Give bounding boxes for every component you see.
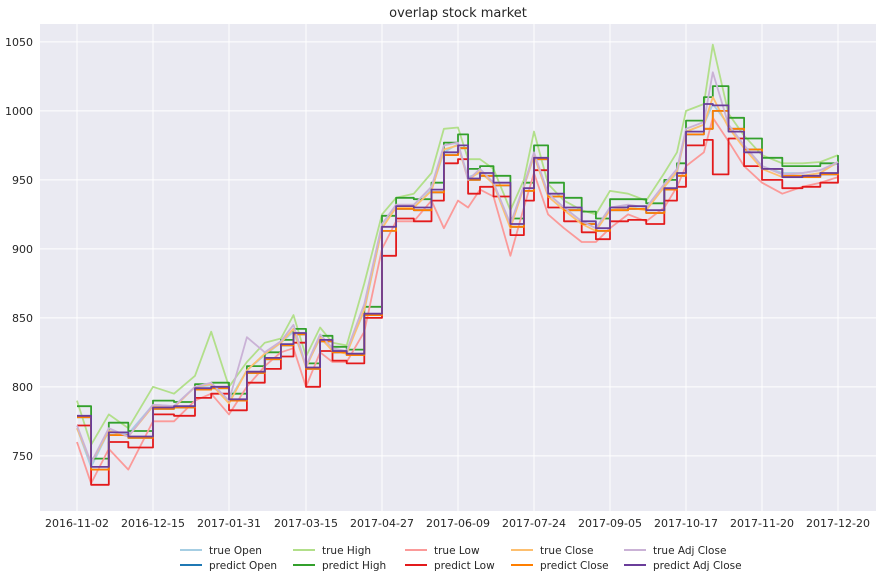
y-tick-label: 1000 xyxy=(5,105,33,118)
y-tick-label: 900 xyxy=(12,243,33,256)
y-tick-label: 850 xyxy=(12,312,33,325)
predict-close-legend-label: predict Close xyxy=(540,560,609,572)
x-tick-label: 2017-03-15 xyxy=(274,517,338,530)
true-high-legend-label: true High xyxy=(322,545,371,557)
predict-open-legend-label: predict Open xyxy=(209,560,277,572)
x-tick-label: 2016-12-15 xyxy=(121,517,185,530)
x-tick-label: 2017-01-31 xyxy=(197,517,261,530)
series-lines xyxy=(76,43,839,486)
x-axis-ticks: 2016-11-02 2016-12-15 2017-01-31 2017-03-15… xyxy=(45,517,870,530)
chart-title: overlap stock market xyxy=(389,6,527,21)
predict-low-legend-label: predict Low xyxy=(434,560,495,572)
x-tick-label: 2017-12-20 xyxy=(806,517,870,530)
true-low-line xyxy=(76,116,839,485)
predict-adj-close-legend-label: predict Adj Close xyxy=(653,560,742,572)
true-open-legend-label: true Open xyxy=(209,545,262,557)
x-tick-label: 2016-11-02 xyxy=(45,517,109,530)
predict-low-line xyxy=(77,137,839,486)
y-axis-ticks: 750 800 850 900 950 1000 1050 xyxy=(5,36,33,463)
predict-adj-close-line xyxy=(77,103,839,468)
y-tick-label: 750 xyxy=(12,450,33,463)
true-close-legend-label: true Close xyxy=(540,545,594,557)
y-tick-label: 1050 xyxy=(5,36,33,49)
y-tick-label: 800 xyxy=(12,381,33,394)
x-tick-label: 2017-10-17 xyxy=(654,517,718,530)
legend: true Open predict Open true High predict Hi… xyxy=(180,545,742,572)
x-tick-label: 2017-04-27 xyxy=(350,517,414,530)
true-adj-close-legend-label: true Adj Close xyxy=(653,545,726,557)
x-tick-label: 2017-09-05 xyxy=(578,517,642,530)
grid-lines xyxy=(40,24,876,511)
x-tick-label: 2017-07-24 xyxy=(502,517,566,530)
true-low-legend-label: true Low xyxy=(434,545,480,557)
y-tick-label: 950 xyxy=(12,174,33,187)
x-tick-label: 2017-06-09 xyxy=(426,517,490,530)
predict-high-legend-label: predict High xyxy=(322,560,386,572)
x-tick-label: 2017-11-20 xyxy=(730,517,794,530)
